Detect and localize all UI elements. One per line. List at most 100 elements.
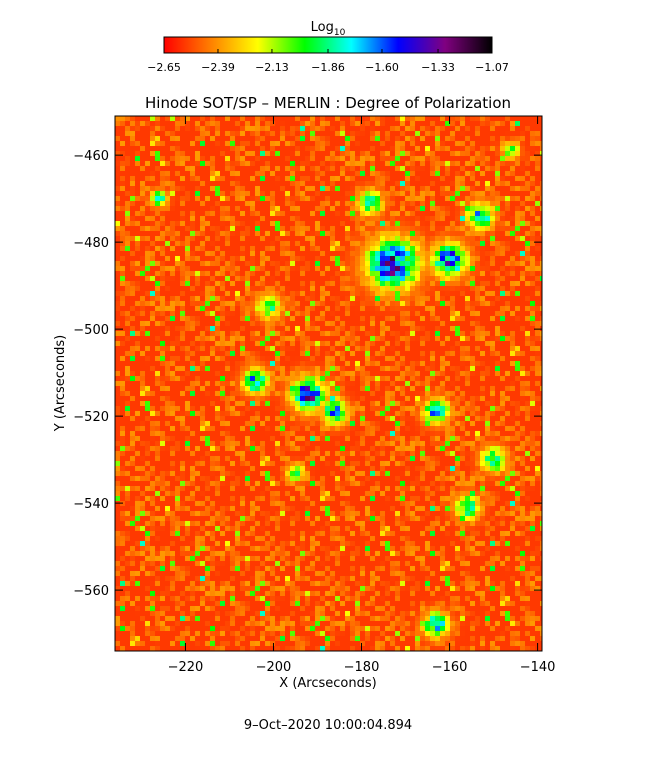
heatmap-cell: [160, 266, 165, 271]
heatmap-cell: [355, 321, 360, 326]
heatmap-cell: [445, 211, 450, 216]
heatmap-cell: [305, 241, 310, 246]
heatmap-cell: [310, 171, 315, 176]
heatmap-cell: [480, 151, 485, 156]
heatmap-cell: [170, 206, 175, 211]
heatmap-cell: [400, 291, 405, 296]
heatmap-cell: [445, 271, 450, 276]
heatmap-cell: [130, 336, 135, 341]
heatmap-cell: [410, 261, 415, 266]
heatmap-cell: [495, 241, 500, 246]
heatmap-cell: [210, 211, 215, 216]
heatmap-cell: [195, 266, 200, 271]
heatmap-cell: [310, 161, 315, 166]
heatmap-cell: [385, 296, 390, 301]
heatmap-cell: [145, 156, 150, 161]
heatmap-cell: [515, 226, 520, 231]
heatmap-cell: [265, 326, 270, 331]
heatmap-cell: [525, 161, 530, 166]
heatmap-cell: [345, 151, 350, 156]
heatmap-cell: [525, 276, 530, 281]
heatmap-cell: [160, 221, 165, 226]
heatmap-cell: [195, 161, 200, 166]
heatmap-cell: [235, 171, 240, 176]
heatmap-cell: [510, 116, 515, 121]
heatmap-cell: [300, 236, 305, 241]
heatmap-cell: [375, 306, 380, 311]
heatmap-cell: [425, 286, 430, 291]
heatmap-cell: [405, 121, 410, 126]
heatmap-cell: [390, 281, 395, 286]
heatmap-cell: [300, 391, 305, 396]
heatmap-cell: [115, 326, 120, 331]
heatmap-cell: [425, 391, 430, 396]
heatmap-cell: [310, 241, 315, 246]
heatmap-cell: [165, 151, 170, 156]
heatmap-cell: [430, 326, 435, 331]
heatmap-cell: [515, 336, 520, 341]
heatmap-cell: [285, 151, 290, 156]
heatmap-cell: [150, 156, 155, 161]
heatmap-cell: [335, 221, 340, 226]
heatmap-cell: [540, 186, 542, 191]
heatmap-cell: [160, 311, 165, 316]
heatmap-cell: [370, 176, 375, 181]
heatmap-cell: [290, 176, 295, 181]
heatmap-cell: [275, 181, 280, 186]
heatmap-cell: [390, 336, 395, 341]
heatmap-cell: [175, 301, 180, 306]
heatmap-cell: [415, 336, 420, 341]
heatmap-cell: [530, 136, 535, 141]
heatmap-cell: [490, 351, 495, 356]
heatmap-cell: [260, 126, 265, 131]
heatmap-cell: [185, 246, 190, 251]
heatmap-cell: [420, 396, 425, 401]
heatmap-cell: [325, 181, 330, 186]
heatmap-cell: [245, 291, 250, 296]
heatmap-cell: [365, 226, 370, 231]
heatmap-cell: [370, 156, 375, 161]
heatmap-cell: [510, 256, 515, 261]
heatmap-cell: [265, 141, 270, 146]
heatmap-cell: [335, 146, 340, 151]
heatmap-cell: [530, 371, 535, 376]
heatmap-cell: [415, 176, 420, 181]
heatmap-cell: [455, 241, 460, 246]
heatmap-cell: [410, 246, 415, 251]
heatmap-cell: [500, 391, 505, 396]
heatmap-cell: [365, 136, 370, 141]
heatmap-cell: [480, 161, 485, 166]
heatmap-cell: [125, 346, 130, 351]
heatmap-cell: [400, 271, 405, 276]
heatmap-cell: [300, 341, 305, 346]
heatmap-cell: [530, 266, 535, 271]
heatmap-cell: [405, 346, 410, 351]
heatmap-cell: [155, 246, 160, 251]
heatmap-cell: [495, 361, 500, 366]
heatmap-cell: [235, 311, 240, 316]
heatmap-cell: [500, 356, 505, 361]
heatmap-cell: [310, 126, 315, 131]
heatmap-cell: [350, 221, 355, 226]
heatmap-cell: [405, 361, 410, 366]
heatmap-cell: [220, 276, 225, 281]
heatmap-cell: [155, 266, 160, 271]
heatmap-cell: [285, 251, 290, 256]
heatmap-cell: [200, 396, 205, 401]
heatmap-cell: [300, 206, 305, 211]
heatmap-cell: [335, 116, 340, 121]
heatmap-cell: [435, 366, 440, 371]
heatmap-cell: [260, 116, 265, 121]
heatmap-cell: [320, 306, 325, 311]
heatmap-cell: [455, 226, 460, 231]
heatmap-cell: [160, 361, 165, 366]
heatmap-cell: [395, 241, 400, 246]
heatmap-cell: [235, 336, 240, 341]
heatmap-cell: [300, 291, 305, 296]
heatmap-cell: [280, 311, 285, 316]
heatmap-cell: [255, 241, 260, 246]
heatmap-cell: [405, 331, 410, 336]
heatmap-cell: [115, 331, 120, 336]
heatmap-cell: [145, 246, 150, 251]
heatmap-cell: [295, 186, 300, 191]
